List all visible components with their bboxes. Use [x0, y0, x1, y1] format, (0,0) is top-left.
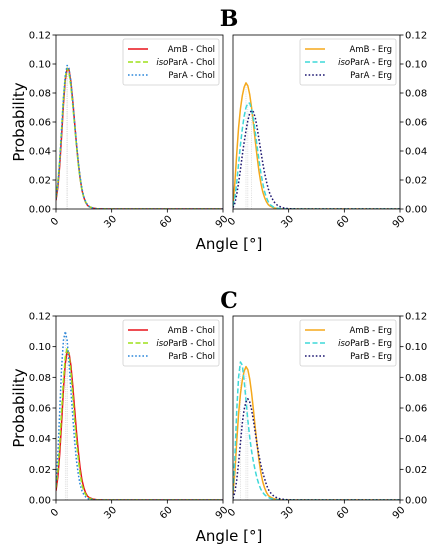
series-line-0	[233, 82, 400, 209]
legend-box	[122, 319, 220, 367]
y-tick-label: 0.12	[29, 312, 51, 323]
series-line-1	[233, 102, 400, 209]
y-tick-label: 0.10	[29, 60, 51, 71]
y-tick-label: 0.12	[29, 31, 51, 42]
legend-label-0: AmB - Chol	[168, 45, 215, 55]
x-tick-label: 30	[279, 214, 296, 231]
series-line-2	[56, 64, 223, 209]
legend-label-1: isoParB - Chol	[156, 339, 215, 349]
axes-b-right: 0 30 60 900.00 0.02 0.04 0.06 0.08 0.10 0.12 AmB -…	[226, 31, 427, 231]
legend-label-name: ParA - Erg	[350, 71, 392, 81]
y-tick-label: 0.06	[405, 404, 427, 415]
x-tick-label: 0	[226, 216, 238, 228]
y-tick-label: 0.06	[405, 118, 427, 129]
y-tick-label: 0.02	[405, 465, 427, 476]
y-tick-label: 0.04	[405, 147, 427, 158]
y-tick-label: 0.10	[405, 342, 427, 353]
x-tick-label: 0	[49, 216, 61, 228]
x-tick-label: 60	[158, 505, 175, 522]
y-tick-label: 0.02	[405, 176, 427, 187]
y-tick-label: 0.04	[405, 434, 427, 445]
legend-label-2: ParB - Erg	[350, 352, 392, 362]
y-tick-label: 0.00	[405, 205, 427, 216]
legend-label-name: AmB - Erg	[349, 326, 392, 336]
y-tick-label: 0.08	[405, 89, 427, 100]
legend-label-prefix: iso	[338, 58, 350, 68]
legend-label-1: isoParA - Erg	[338, 58, 392, 68]
x-tick-label: 30	[102, 214, 119, 231]
legend-label-prefix: iso	[156, 339, 168, 349]
legend-label-name: ParA - Chol	[168, 71, 215, 81]
legend-label-0: AmB - Erg	[349, 45, 392, 55]
legend-label-prefix: iso	[338, 339, 350, 349]
legend-label-name: AmB - Chol	[168, 45, 215, 55]
legend-label-name: ParB - Erg	[350, 339, 392, 349]
y-tick-label: 0.12	[405, 31, 427, 42]
y-tick-label: 0.02	[29, 176, 51, 187]
x-axis-label: Angle [°]	[196, 235, 263, 253]
legend-label-2: ParA - Erg	[350, 71, 392, 81]
series-line-2	[56, 330, 223, 500]
x-tick-label: 30	[279, 505, 296, 522]
legend-box	[299, 38, 397, 86]
y-tick-label: 0.06	[29, 118, 51, 129]
legend-label-2: ParA - Chol	[168, 71, 215, 81]
y-tick-label: 0.00	[29, 205, 51, 216]
x-tick-label: 0	[49, 507, 61, 519]
series-line-2	[233, 109, 400, 209]
y-tick-label: 0.12	[405, 312, 427, 323]
x-tick-label: 0	[226, 507, 238, 519]
legend-label-0: AmB - Chol	[168, 326, 215, 336]
y-tick-label: 0.10	[29, 342, 51, 353]
x-tick-label: 60	[335, 505, 352, 522]
y-axis-label: Probability	[10, 82, 28, 161]
legend-box	[299, 319, 397, 367]
legend-label-name: ParB - Erg	[350, 352, 392, 362]
x-tick-label: 90	[391, 505, 408, 522]
legend-label-0: AmB - Erg	[349, 326, 392, 336]
legend-box	[122, 38, 220, 86]
series-line-1	[233, 361, 400, 500]
legend-label-name: AmB - Chol	[168, 326, 215, 336]
legend-label-name: AmB - Erg	[349, 45, 392, 55]
x-tick-label: 60	[158, 214, 175, 231]
panel-letter-b: B	[220, 6, 239, 32]
x-tick-label: 60	[335, 214, 352, 231]
x-tick-label: 90	[391, 214, 408, 231]
x-tick-label: 30	[102, 505, 119, 522]
legend-label-prefix: iso	[156, 58, 168, 68]
legend-label-name: ParA - Chol	[168, 58, 215, 68]
legend-label-name: ParB - Chol	[168, 352, 215, 362]
panel-letter-c: C	[220, 288, 238, 314]
y-tick-label: 0.00	[29, 496, 51, 507]
y-tick-label: 0.08	[29, 373, 51, 384]
y-tick-label: 0.02	[29, 465, 51, 476]
legend-label-2: ParB - Chol	[168, 352, 215, 362]
y-tick-label: 0.04	[29, 147, 51, 158]
y-axis-label: Probability	[10, 368, 28, 447]
legend-label-name: ParA - Erg	[350, 58, 392, 68]
y-tick-label: 0.00	[405, 496, 427, 507]
legend-label-1: isoParB - Erg	[338, 339, 392, 349]
y-tick-label: 0.04	[29, 434, 51, 445]
series-line-1	[56, 67, 223, 209]
series-line-1	[56, 347, 223, 500]
axes-c-right: 0 30 60 900.00 0.02 0.04 0.06 0.08 0.10 0.12 AmB -…	[226, 312, 427, 522]
y-tick-label: 0.06	[29, 404, 51, 415]
y-tick-label: 0.08	[405, 373, 427, 384]
x-axis-label: Angle [°]	[196, 527, 263, 545]
legend-label-1: isoParA - Chol	[156, 58, 215, 68]
series-line-2	[233, 398, 400, 500]
y-tick-label: 0.10	[405, 60, 427, 71]
y-tick-label: 0.08	[29, 89, 51, 100]
legend-label-name: ParB - Chol	[168, 339, 215, 349]
